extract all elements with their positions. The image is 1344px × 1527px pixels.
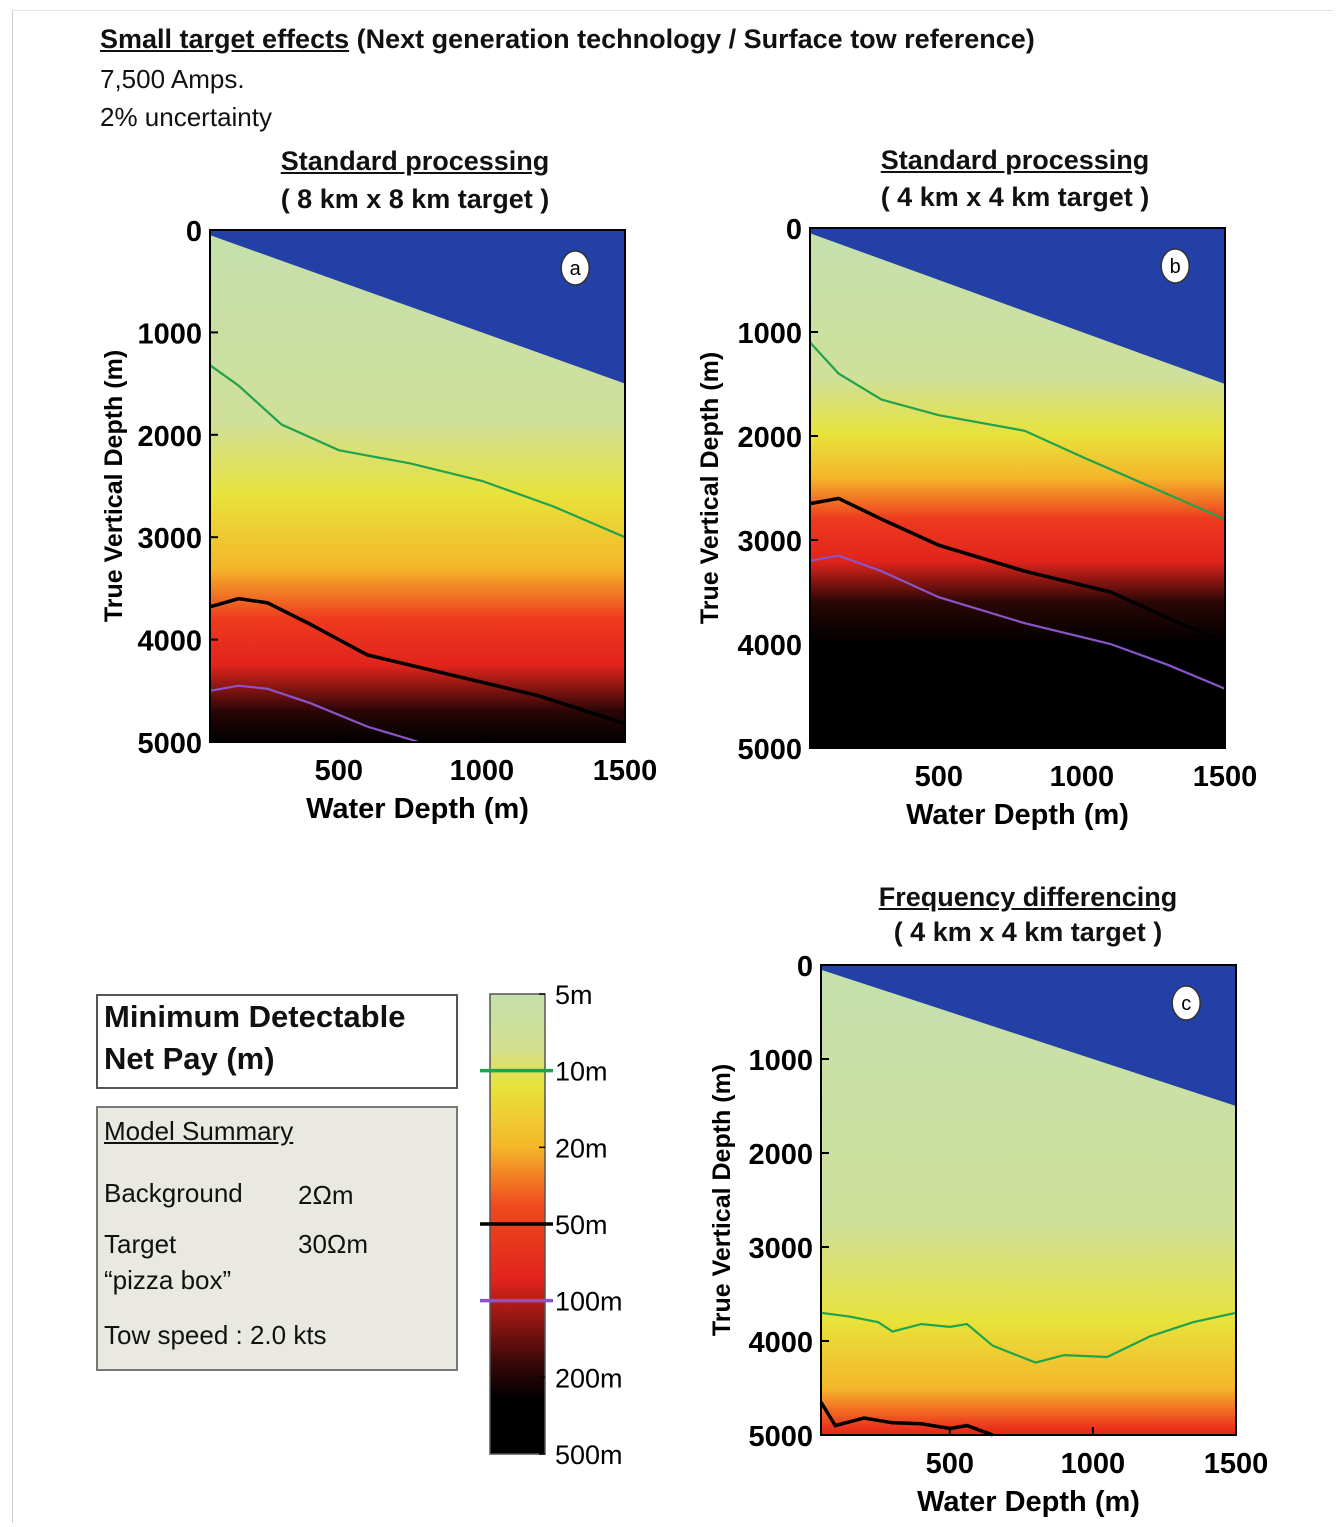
- background-value: 2Ωm: [298, 1180, 354, 1210]
- panel-b-title-text: Standard processing: [880, 145, 1150, 175]
- colorbar-label: 20m: [555, 1133, 608, 1163]
- y-tick-label: 0: [797, 951, 813, 983]
- tow-speed: Tow speed : 2.0 kts: [104, 1320, 327, 1350]
- panel-label-badge: [1171, 985, 1201, 1021]
- figure-frame: [12, 10, 1333, 1523]
- y-tick-label: 2000: [137, 421, 202, 453]
- x-tick-label: 500: [915, 761, 963, 793]
- x-tick-label: 1000: [1061, 1448, 1126, 1480]
- figure-title-underlined: Small target effects: [100, 24, 350, 54]
- panel-b-subtitle: ( 4 km x 4 km target ): [880, 182, 1150, 212]
- x-axis-label: Water Depth (m): [917, 1486, 1140, 1518]
- contour-50m: [819, 1401, 994, 1437]
- colorbar-label: 500m: [555, 1440, 623, 1470]
- panel-c-subtitle: ( 4 km x 4 km target ): [893, 917, 1163, 947]
- contour-100m: [209, 684, 420, 744]
- water-column-region: [821, 965, 1236, 1106]
- y-tick-label: 5000: [737, 734, 802, 766]
- panel-label-badge: [560, 250, 590, 286]
- net-pay-legend-line2: Net Pay (m): [104, 1041, 275, 1076]
- y-tick-label: 3000: [748, 1233, 813, 1265]
- y-tick-label: 1000: [137, 318, 202, 350]
- y-tick-label: 5000: [748, 1421, 813, 1453]
- plot-frame: [809, 227, 1226, 749]
- contour-50m: [809, 496, 1226, 644]
- plot-frame: [820, 964, 1237, 1436]
- x-tick-label: 1000: [450, 755, 515, 787]
- colorbar-label: 10m: [555, 1057, 608, 1087]
- panel-c-chart: 0 1000 2000 3000 4000 5000 500 1000 1500 Water De…: [708, 951, 1269, 1518]
- panel-c-title-text: Frequency differencing: [878, 882, 1178, 912]
- water-column-region: [810, 228, 1225, 384]
- panel-a-subtitle: ( 8 km x 8 km target ): [280, 184, 550, 214]
- x-tick-label: 500: [315, 755, 363, 787]
- x-axis-label: Water Depth (m): [906, 799, 1129, 831]
- uncertainty-text: 2% uncertainty: [100, 102, 272, 132]
- contour-10m: [209, 364, 626, 539]
- plot-frame: [209, 229, 626, 743]
- y-tick-label: 0: [786, 214, 802, 246]
- background-label: Background: [104, 1178, 243, 1208]
- panel-label-letter: c: [1181, 993, 1191, 1015]
- target-note: “pizza box”: [104, 1265, 232, 1295]
- panel-a-title-text: Standard processing: [280, 146, 550, 176]
- panel-b-title: Standard processing: [715, 145, 1315, 176]
- panel-label-letter: a: [570, 258, 582, 280]
- x-tick-label: 1000: [1050, 761, 1115, 793]
- contour-10m: [809, 341, 1226, 521]
- x-tick-label: 500: [926, 1448, 974, 1480]
- y-axis-label: True Vertical Depth (m): [696, 352, 724, 624]
- y-tick-label: 3000: [137, 523, 202, 555]
- net-pay-legend-line1: Minimum Detectable: [104, 999, 406, 1034]
- y-tick-label: 5000: [137, 728, 202, 760]
- figure-title: Small target effects (Next generation te…: [100, 24, 1035, 55]
- y-tick-label: 2000: [748, 1139, 813, 1171]
- contour-100m: [809, 554, 1226, 690]
- colorbar-label: 100m: [555, 1287, 623, 1317]
- colorbar-label: 200m: [555, 1363, 623, 1393]
- y-tick-label: 2000: [737, 422, 802, 454]
- x-tick-label: 1500: [1193, 761, 1258, 793]
- y-tick-label: 4000: [137, 626, 202, 658]
- x-tick-label: 1500: [593, 755, 658, 787]
- contour-10m: [820, 1311, 1237, 1364]
- x-axis-label: Water Depth (m): [306, 793, 529, 825]
- y-axis-label: True Vertical Depth (m): [100, 350, 128, 622]
- net-pay-legend-box: Minimum Detectable Net Pay (m): [96, 994, 458, 1089]
- contour-50m: [209, 596, 626, 726]
- model-summary-heading: Model Summary: [104, 1116, 294, 1146]
- colorbar: 5m 10m 20m 50m 100m 200m 500m: [480, 980, 623, 1470]
- y-tick-label: 4000: [737, 630, 802, 662]
- x-tick-label: 1500: [1204, 1448, 1269, 1480]
- y-tick-label: 0: [186, 216, 202, 248]
- colorbar-label: 5m: [555, 980, 593, 1010]
- y-axis-label: True Vertical Depth (m): [708, 1064, 736, 1336]
- panel-b-chart: 0 1000 2000 3000 4000 5000 500 1000 1500 Water De…: [696, 214, 1258, 831]
- current-text: 7,500 Amps.: [100, 64, 245, 94]
- panel-a-chart: 0 1000 2000 3000 4000 5000 500 1000 1500 Water De…: [100, 216, 658, 825]
- y-tick-label: 1000: [748, 1045, 813, 1077]
- target-label: Target: [104, 1229, 177, 1259]
- y-tick-label: 1000: [737, 318, 802, 350]
- panel-c-title: Frequency differencing: [728, 882, 1328, 913]
- water-column-region: [210, 230, 625, 384]
- figure-title-rest: (Next generation technology / Surface to…: [349, 24, 1035, 54]
- target-value: 30Ωm: [298, 1229, 369, 1259]
- panel-label-badge: [1160, 248, 1190, 284]
- model-summary-box: Model Summary Background 2Ωm Target 30Ωm…: [96, 1106, 458, 1371]
- panel-a-title: Standard processing: [115, 146, 715, 177]
- y-tick-label: 4000: [748, 1327, 813, 1359]
- panel-label-letter: b: [1170, 256, 1181, 278]
- colorbar-label: 50m: [555, 1210, 608, 1240]
- y-tick-label: 3000: [737, 526, 802, 558]
